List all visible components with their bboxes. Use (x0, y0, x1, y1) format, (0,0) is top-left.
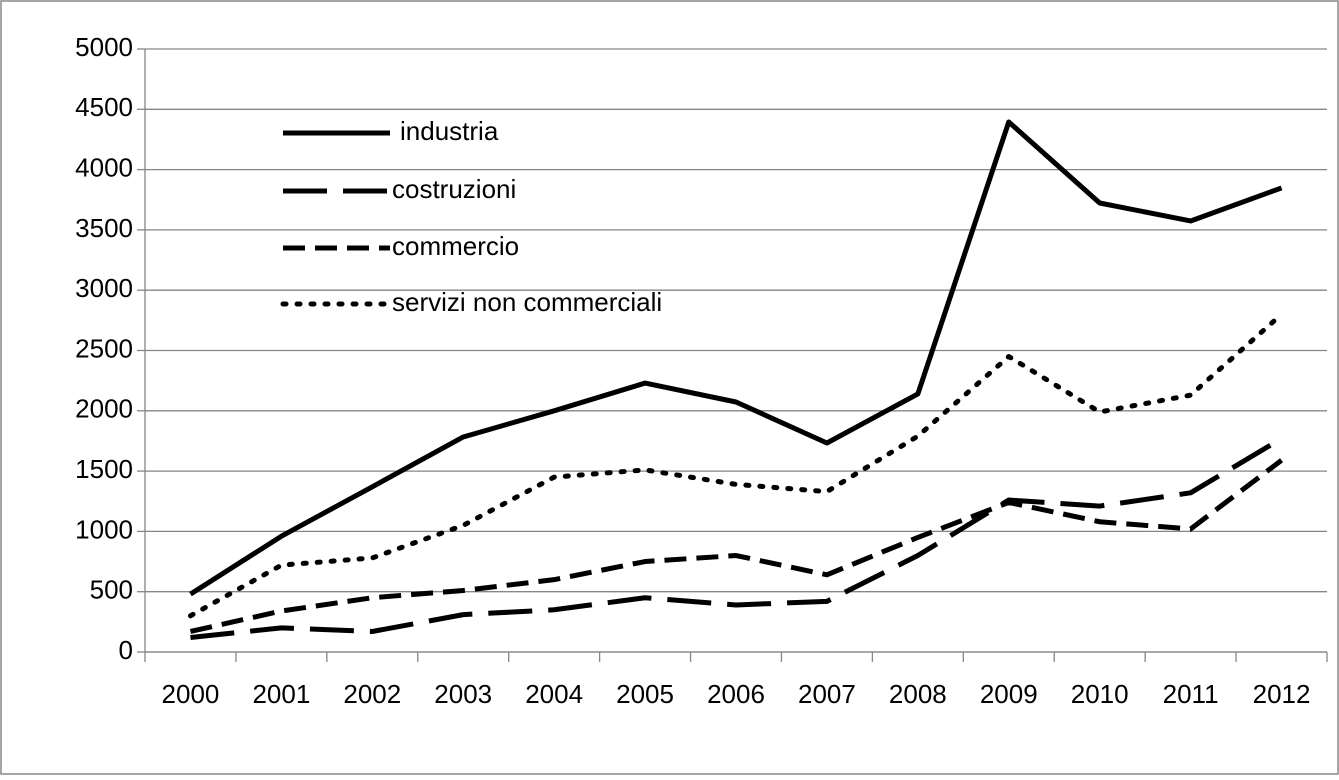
series-line (190, 436, 1283, 641)
y-tick-label: 1500 (75, 454, 133, 484)
x-tick-label: 2006 (707, 679, 765, 709)
y-tick-label: 2000 (75, 394, 133, 424)
x-tick-label: 2007 (798, 679, 856, 709)
series-line (189, 119, 1283, 597)
y-tick-label: 500 (90, 575, 133, 605)
y-tick-label: 3000 (75, 273, 133, 303)
y-tick-label: 1000 (75, 514, 133, 544)
x-tick-label: 2010 (1071, 679, 1129, 709)
y-tick-label: 4500 (75, 92, 133, 122)
legend-label: costruzioni (392, 174, 516, 204)
x-tick-label: 2011 (1163, 679, 1219, 709)
series-line (189, 458, 1284, 634)
y-tick-label: 2500 (75, 333, 133, 363)
x-tick-label: 2008 (889, 679, 947, 709)
x-tick-label: 2009 (980, 679, 1038, 709)
x-tick-label: 2005 (616, 679, 674, 709)
y-tick-label: 4000 (75, 152, 133, 182)
legend-label: servizi non commerciali (392, 287, 662, 317)
x-tick-label: 2004 (525, 679, 583, 709)
series-line (187, 311, 1285, 619)
legend-label: industria (400, 116, 499, 146)
x-tick-label: 2002 (343, 679, 401, 709)
x-tick-label: 2003 (434, 679, 492, 709)
x-tick-label: 2000 (162, 679, 220, 709)
y-tick-label: 0 (119, 635, 133, 665)
y-tick-label: 5000 (75, 32, 133, 62)
x-tick-label: 2001 (252, 679, 310, 709)
legend-label: commercio (392, 231, 519, 261)
x-tick-label: 2012 (1253, 679, 1311, 709)
y-tick-label: 3500 (75, 213, 133, 243)
